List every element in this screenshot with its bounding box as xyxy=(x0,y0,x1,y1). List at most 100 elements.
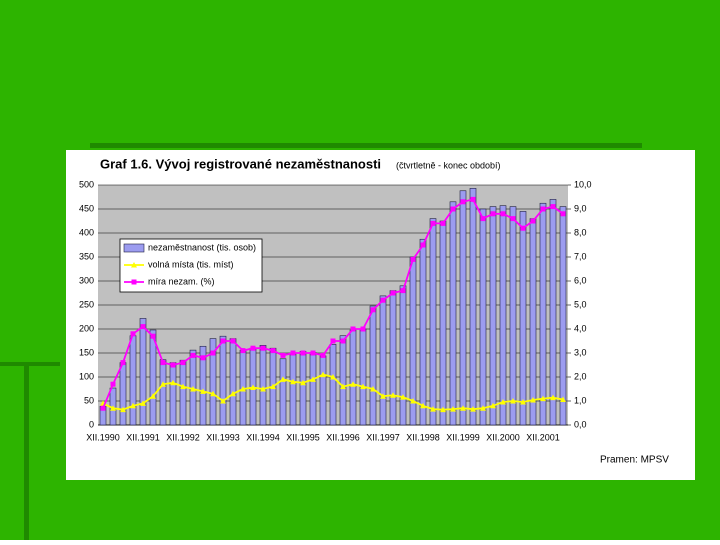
marker xyxy=(490,402,496,409)
decor-line xyxy=(90,143,642,148)
y-tick-label: 250 xyxy=(79,299,94,309)
marker xyxy=(170,379,176,386)
marker xyxy=(370,386,376,392)
marker xyxy=(350,326,356,332)
bar xyxy=(529,218,537,426)
marker xyxy=(460,405,466,411)
bar xyxy=(139,318,147,426)
marker xyxy=(510,216,516,222)
bar xyxy=(179,359,187,426)
bar xyxy=(169,362,177,426)
legend: nezaměstnanost (tis. osob) volná místa (t… xyxy=(119,238,263,293)
bar xyxy=(229,338,237,426)
marker xyxy=(160,381,166,387)
marker xyxy=(460,199,466,205)
x-tick-label: XII.1998 xyxy=(406,432,440,442)
marker xyxy=(180,360,186,366)
marker xyxy=(470,406,476,412)
marker xyxy=(540,395,546,402)
bar xyxy=(549,199,557,426)
y2-tick-label: 9,0 xyxy=(574,203,587,213)
x-tick-label: XII.1990 xyxy=(86,432,120,442)
chart-title: Graf 1.6. Vývoj registrované nezaměstnan… xyxy=(100,156,381,171)
marker xyxy=(450,206,456,212)
x-tick-label: XII.1997 xyxy=(366,432,400,442)
marker xyxy=(230,338,236,344)
y2-tick-label: 6,0 xyxy=(574,275,587,285)
marker xyxy=(300,350,306,356)
bar xyxy=(299,351,307,426)
y-tick-label: 50 xyxy=(84,395,94,405)
bar xyxy=(499,205,507,426)
marker xyxy=(440,220,446,226)
marker xyxy=(410,398,416,404)
bar xyxy=(399,285,407,426)
marker xyxy=(560,211,566,217)
bar xyxy=(479,208,487,426)
marker xyxy=(310,376,316,382)
marker xyxy=(200,388,206,394)
marker xyxy=(310,350,316,356)
marker xyxy=(140,400,146,406)
marker xyxy=(260,345,266,351)
marker xyxy=(430,406,436,412)
marker xyxy=(500,398,506,405)
marker xyxy=(380,393,386,399)
marker xyxy=(150,333,156,339)
bar xyxy=(469,188,477,426)
bar xyxy=(309,352,317,426)
legend-label: volná místa (tis. míst) xyxy=(148,259,234,269)
bar xyxy=(439,220,447,426)
marker xyxy=(520,398,526,405)
bar xyxy=(319,355,327,426)
marker xyxy=(120,406,126,413)
legend-label: míra nezam. (%) xyxy=(148,276,215,286)
marker xyxy=(480,405,486,411)
marks xyxy=(99,188,567,426)
y2-tick-label: 4,0 xyxy=(574,323,587,333)
marker xyxy=(100,405,106,411)
marker xyxy=(330,338,336,344)
marker xyxy=(330,374,336,380)
bar xyxy=(359,328,367,426)
marker xyxy=(490,211,496,217)
marker xyxy=(230,390,236,397)
marker xyxy=(240,348,246,354)
x-tick-label: XII.2001 xyxy=(526,432,560,442)
x-tick-label: XII.1999 xyxy=(446,432,480,442)
marker xyxy=(320,371,326,378)
bar xyxy=(519,211,527,426)
marker xyxy=(131,262,137,268)
bar xyxy=(219,335,227,426)
marker xyxy=(280,352,286,358)
y2-tick-label: 8,0 xyxy=(574,227,587,237)
marker xyxy=(260,386,266,392)
marker xyxy=(530,397,536,403)
marker xyxy=(420,402,426,409)
marker xyxy=(250,384,256,391)
marker xyxy=(200,355,206,361)
legend-label: nezaměstnanost (tis. osob) xyxy=(148,242,256,252)
y2-tick-label: 0,0 xyxy=(574,419,587,429)
x-tick-label: XII.1991 xyxy=(126,432,160,442)
marker xyxy=(400,394,406,400)
bar xyxy=(419,238,427,426)
decor-line xyxy=(0,362,60,366)
y-tick-label: 200 xyxy=(79,323,94,333)
y2-tick-label: 5,0 xyxy=(574,299,587,309)
bar xyxy=(209,338,217,426)
marker xyxy=(560,396,566,403)
bar xyxy=(449,201,457,426)
bar xyxy=(389,290,397,426)
x-tick-label: XII.1992 xyxy=(166,432,200,442)
y2-tick-label: 3,0 xyxy=(574,347,587,357)
marker xyxy=(340,338,346,344)
marker xyxy=(210,390,216,397)
y-tick-label: 350 xyxy=(79,251,94,261)
marker xyxy=(290,378,296,385)
chart-subtitle: (čtvrtletně - konec období) xyxy=(396,160,501,170)
marker xyxy=(550,204,556,210)
marker xyxy=(400,288,406,294)
bar xyxy=(339,335,347,426)
marker xyxy=(470,196,476,202)
